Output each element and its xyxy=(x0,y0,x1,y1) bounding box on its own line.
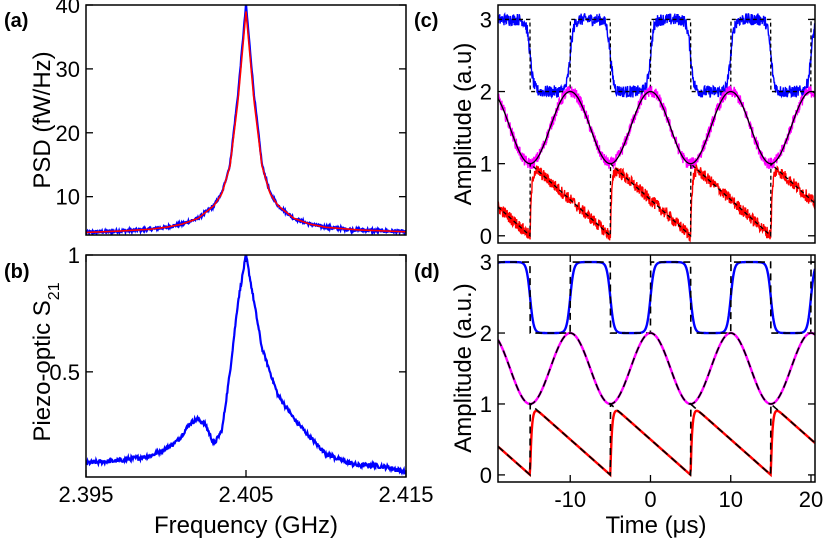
ytick-label: 3 xyxy=(480,7,492,32)
panel-c: (c) 0 1 2 3 Amplitude (a.u) xyxy=(414,4,816,249)
plot-area-c xyxy=(498,12,815,243)
ytick-label: 2 xyxy=(480,321,492,346)
axis-ticks-a: 10 20 30 40 xyxy=(56,0,406,210)
ytick-label: 3 xyxy=(480,250,492,275)
series-line-c-2 xyxy=(498,164,815,243)
ytick-label: 30 xyxy=(56,57,80,82)
series-line-a-1 xyxy=(86,11,406,234)
reference-line-c-0 xyxy=(498,18,815,93)
series-line-b-0 xyxy=(86,255,406,476)
xtick-label: 2.405 xyxy=(218,482,273,507)
ytick-label: 1 xyxy=(480,392,492,417)
xtick-label: 20 xyxy=(799,487,823,512)
ytick-label: 20 xyxy=(56,121,80,146)
axes-frame-c xyxy=(497,4,816,244)
ylabel-b: Piezo-optic S21 xyxy=(29,282,63,441)
ytick-label: 0.5 xyxy=(49,360,80,385)
xlabel-d: Time (μs) xyxy=(606,512,707,539)
xtick-label: 0 xyxy=(644,487,656,512)
series-line-c-0 xyxy=(498,12,815,99)
ytick-label: 1 xyxy=(480,152,492,177)
reference-line-c-2 xyxy=(498,162,815,238)
ylabel-b-main: Piezo-optic S xyxy=(29,300,56,441)
ytick-label: 0 xyxy=(480,463,492,488)
axis-ticks-d: 0 1 2 3 -10 0 10 20 xyxy=(480,250,823,512)
axis-ticks-c: 0 1 2 3 xyxy=(480,7,815,249)
xtick-label: -10 xyxy=(554,487,586,512)
xtick-label: 2.415 xyxy=(378,482,433,507)
xtick-label: 2.395 xyxy=(58,482,113,507)
axes-frame-d xyxy=(497,254,816,483)
panel-d: (d) 0 1 2 3 -10 0 10 20 Amplitude (a.u.) Time (… xyxy=(414,250,823,539)
series-line-d-1 xyxy=(498,331,815,406)
ylabel-b-sub: 21 xyxy=(46,282,63,300)
ylabel-a: PSD (fW/Hz) xyxy=(29,51,56,188)
axes-frame-a xyxy=(85,4,407,236)
ylabel-d: Amplitude (a.u.) xyxy=(450,283,477,452)
series-line-d-2 xyxy=(498,409,815,478)
xlabel-b: Frequency (GHz) xyxy=(154,512,338,539)
panel-label-d: (d) xyxy=(414,261,440,283)
ytick-label: 40 xyxy=(56,0,80,18)
reference-line-d-0 xyxy=(498,261,815,334)
series-line-d-0 xyxy=(498,260,815,335)
reference-line-d-2 xyxy=(498,402,815,477)
reference-line-c-1 xyxy=(498,90,815,165)
series-line-a-0 xyxy=(86,5,406,235)
panel-b: (b) 0.512.395 2.405 2.415 Piezo-optic S21 … xyxy=(4,243,434,539)
panel-a: (a) 10 20 30 40 PSD (fW/Hz) xyxy=(4,0,407,236)
reference-line-d-1 xyxy=(498,332,815,405)
ytick-label: 10 xyxy=(56,185,80,210)
plot-area-a xyxy=(86,5,406,235)
panel-label-a: (a) xyxy=(4,10,28,32)
panel-label-b: (b) xyxy=(4,261,30,283)
plot-area-d xyxy=(498,260,815,478)
series-line-c-1 xyxy=(498,85,815,170)
axes-frame-b xyxy=(85,254,407,478)
ytick-label: 1 xyxy=(68,243,80,268)
xtick-label: 10 xyxy=(718,487,742,512)
ylabel-c: Amplitude (a.u) xyxy=(450,43,477,206)
ytick-label: 0 xyxy=(480,224,492,249)
plot-area-b xyxy=(86,255,406,476)
panel-label-c: (c) xyxy=(414,10,438,32)
ytick-label: 2 xyxy=(480,80,492,105)
